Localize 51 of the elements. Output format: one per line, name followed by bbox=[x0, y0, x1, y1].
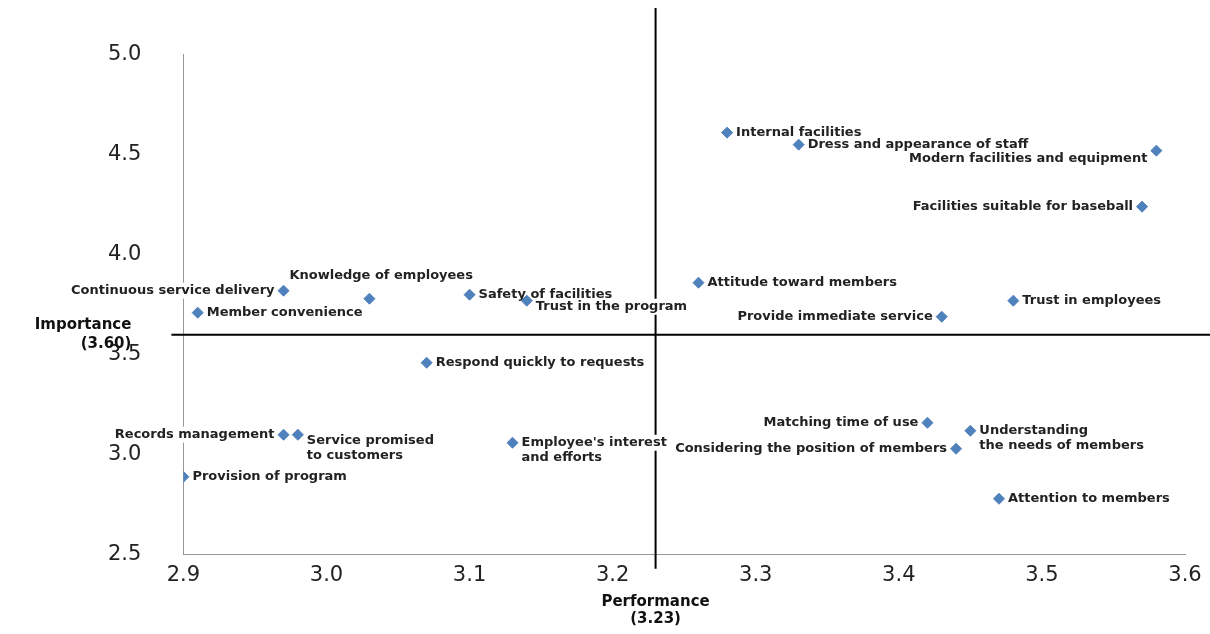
data-label: Provision of program bbox=[192, 468, 347, 484]
data-label: Records management bbox=[114, 426, 275, 442]
point bbox=[277, 284, 290, 297]
ref-line-label: Performance (3.23) bbox=[601, 591, 710, 627]
data-label: Trust in the program bbox=[535, 298, 688, 314]
x-tick-label: 2.9 bbox=[166, 561, 201, 586]
x-tick-label: 3.6 bbox=[1168, 561, 1202, 586]
data-label: Modern facilities and equipment bbox=[909, 150, 1148, 166]
data-label: Service promised to customers bbox=[306, 432, 434, 463]
x-tick-label: 3.2 bbox=[595, 561, 630, 586]
data-label: Facilities suitable for baseball bbox=[912, 198, 1134, 214]
point bbox=[692, 276, 705, 289]
data-label: Member convenience bbox=[206, 304, 363, 320]
y-tick-label: 5.0 bbox=[107, 41, 142, 66]
point bbox=[950, 442, 963, 455]
point bbox=[463, 288, 476, 301]
point bbox=[506, 436, 519, 449]
point bbox=[277, 428, 290, 441]
x-tick-label: 3.0 bbox=[309, 561, 344, 586]
data-label: Provide immediate service bbox=[737, 308, 933, 324]
point bbox=[291, 428, 304, 441]
data-label: Continuous service delivery bbox=[71, 282, 276, 298]
data-label: Knowledge of employees bbox=[289, 267, 474, 283]
y-tick-label: 4.5 bbox=[107, 141, 142, 166]
point bbox=[1136, 200, 1149, 213]
data-label: Attention to members bbox=[1007, 490, 1171, 506]
point bbox=[964, 424, 977, 437]
point bbox=[1007, 294, 1020, 307]
y-tick-label: 3.0 bbox=[107, 441, 142, 466]
data-label: Employee's interest and efforts bbox=[521, 434, 667, 465]
x-tick-label: 3.4 bbox=[882, 561, 916, 586]
x-tick-label: 3.5 bbox=[1025, 561, 1059, 586]
y-tick-label: 4.0 bbox=[107, 241, 142, 266]
point bbox=[721, 126, 734, 139]
data-label: Understanding the needs of members bbox=[979, 422, 1145, 453]
point bbox=[792, 138, 805, 151]
data-label: Respond quickly to requests bbox=[435, 354, 645, 370]
data-label: Trust in employees bbox=[1022, 292, 1162, 308]
point bbox=[1150, 144, 1163, 157]
y-tick-label: 2.5 bbox=[107, 541, 142, 566]
point bbox=[363, 292, 376, 305]
point bbox=[191, 306, 204, 319]
point bbox=[420, 356, 433, 369]
data-label: Matching time of use bbox=[763, 414, 919, 430]
x-tick-label: 3.1 bbox=[452, 561, 487, 586]
point bbox=[992, 492, 1005, 505]
data-label: Considering the position of members bbox=[675, 440, 948, 456]
x-tick-label: 3.3 bbox=[739, 561, 773, 586]
point bbox=[921, 416, 934, 429]
data-label: Attitude toward members bbox=[707, 274, 898, 290]
point bbox=[935, 310, 948, 323]
